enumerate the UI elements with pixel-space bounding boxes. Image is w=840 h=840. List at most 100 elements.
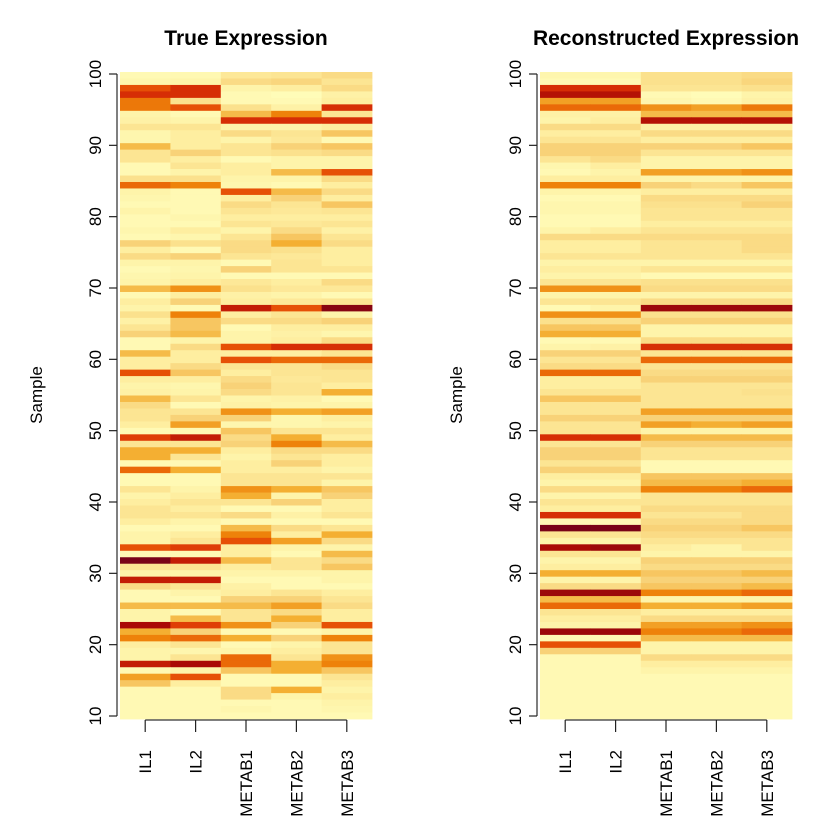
- heatmap-cell: [170, 317, 222, 325]
- heatmap-cell: [741, 544, 793, 552]
- heatmap-cell: [590, 511, 642, 519]
- heatmap-cell: [590, 421, 642, 429]
- heatmap-cell: [220, 550, 272, 558]
- heatmap-cell: [691, 169, 742, 176]
- heatmap-cell: [540, 615, 591, 623]
- heatmap-cell: [741, 660, 793, 668]
- heatmap-cell: [120, 123, 171, 131]
- heatmap-cell: [640, 570, 692, 578]
- heatmap-cell: [590, 576, 642, 584]
- heatmap-cell: [220, 291, 272, 299]
- heatmap-cell: [220, 699, 272, 707]
- heatmap-cell: [321, 149, 373, 157]
- heatmap-cell: [640, 466, 692, 474]
- heatmap-cell: [540, 460, 591, 468]
- heatmap-cell: [640, 279, 692, 286]
- heatmap-cell: [741, 511, 793, 519]
- heatmap-cell: [271, 279, 322, 286]
- heatmap-cell: [271, 188, 322, 196]
- heatmap-cell: [640, 511, 692, 519]
- heatmap-cell: [590, 544, 642, 552]
- heatmap-cell: [120, 589, 171, 597]
- heatmap-cell: [590, 563, 642, 571]
- heatmap-cell: [220, 389, 272, 396]
- heatmap-cell: [271, 91, 322, 99]
- heatmap-cell: [120, 505, 171, 513]
- heatmap-cell: [691, 207, 742, 215]
- heatmap-cell: [170, 609, 222, 616]
- heatmap-cell: [691, 699, 742, 707]
- heatmap-cell: [640, 634, 692, 642]
- heatmap-cell: [120, 272, 171, 280]
- heatmap-cell: [321, 91, 373, 99]
- heatmap-cell: [120, 544, 171, 552]
- heatmap-cell: [691, 615, 742, 623]
- heatmap-cells: [120, 72, 373, 720]
- heatmap-cell: [321, 609, 373, 616]
- heatmap-cell: [321, 350, 373, 358]
- heatmap-cell: [590, 537, 642, 545]
- heatmap-cell: [741, 149, 793, 157]
- heatmap-cell: [321, 434, 373, 442]
- heatmap-cell: [170, 194, 222, 202]
- heatmap-cell: [640, 259, 692, 267]
- heatmap-cell: [640, 479, 692, 487]
- heatmap-cell: [120, 499, 171, 506]
- heatmap-cell: [220, 337, 272, 345]
- heatmap-cell: [170, 576, 222, 584]
- heatmap-cell: [540, 298, 591, 306]
- heatmap-cell: [691, 557, 742, 565]
- heatmap-cell: [170, 712, 222, 720]
- heatmap-cell: [120, 421, 171, 429]
- heatmap-cell: [590, 389, 642, 396]
- chart-title: Reconstructed Expression: [533, 27, 799, 50]
- heatmap-cell: [540, 363, 591, 371]
- heatmap-cell: [170, 570, 222, 578]
- heatmap-cell: [540, 214, 591, 222]
- heatmap-cell: [590, 447, 642, 455]
- heatmap-cell: [321, 401, 373, 409]
- heatmap-cell: [120, 194, 171, 202]
- heatmap-cell: [170, 91, 222, 99]
- heatmap-cell: [170, 473, 222, 481]
- heatmap-cell: [120, 259, 171, 267]
- heatmap-cell: [120, 317, 171, 325]
- heatmap-cell: [120, 667, 171, 675]
- heatmap-cell: [170, 175, 222, 183]
- heatmap-cell: [741, 602, 793, 610]
- heatmap-cell: [741, 414, 793, 422]
- heatmap-cell: [590, 628, 642, 636]
- heatmap-cell: [271, 324, 322, 332]
- heatmap-cell: [691, 97, 742, 105]
- heatmap-cell: [640, 78, 692, 86]
- heatmap-cell: [691, 486, 742, 493]
- heatmap-cell: [640, 699, 692, 707]
- axes: 10 20 30 40 50 60 70 80 90 100 IL1 IL2 METAB1 METAB2 M…: [506, 60, 777, 817]
- heatmap-cell: [691, 609, 742, 616]
- heatmap-cell: [640, 427, 692, 435]
- heatmap-cell: [691, 162, 742, 170]
- heatmap-cell: [741, 621, 793, 629]
- x-tick-label: IL1: [556, 750, 575, 774]
- heatmap-cell: [640, 621, 692, 629]
- heatmap-cell: [271, 499, 322, 506]
- heatmap-cell: [741, 246, 793, 254]
- heatmap-cell: [691, 537, 742, 545]
- heatmap-cell: [120, 350, 171, 358]
- heatmap-cell: [220, 123, 272, 131]
- y-tick-label: 90: [506, 136, 525, 155]
- heatmap-cell: [271, 673, 322, 681]
- heatmap-cell: [590, 78, 642, 86]
- heatmap-cell: [321, 654, 373, 662]
- heatmap-cell: [220, 499, 272, 506]
- heatmap-cell: [590, 634, 642, 642]
- y-tick-label: 60: [506, 350, 525, 369]
- heatmap-cell: [321, 686, 373, 694]
- heatmap-cell: [590, 686, 642, 694]
- heatmap-cell: [321, 194, 373, 202]
- heatmap-cell: [220, 427, 272, 435]
- heatmap-cell: [540, 473, 591, 481]
- heatmap-cell: [540, 175, 591, 183]
- heatmap-cell: [120, 576, 171, 584]
- heatmap-cell: [540, 389, 591, 396]
